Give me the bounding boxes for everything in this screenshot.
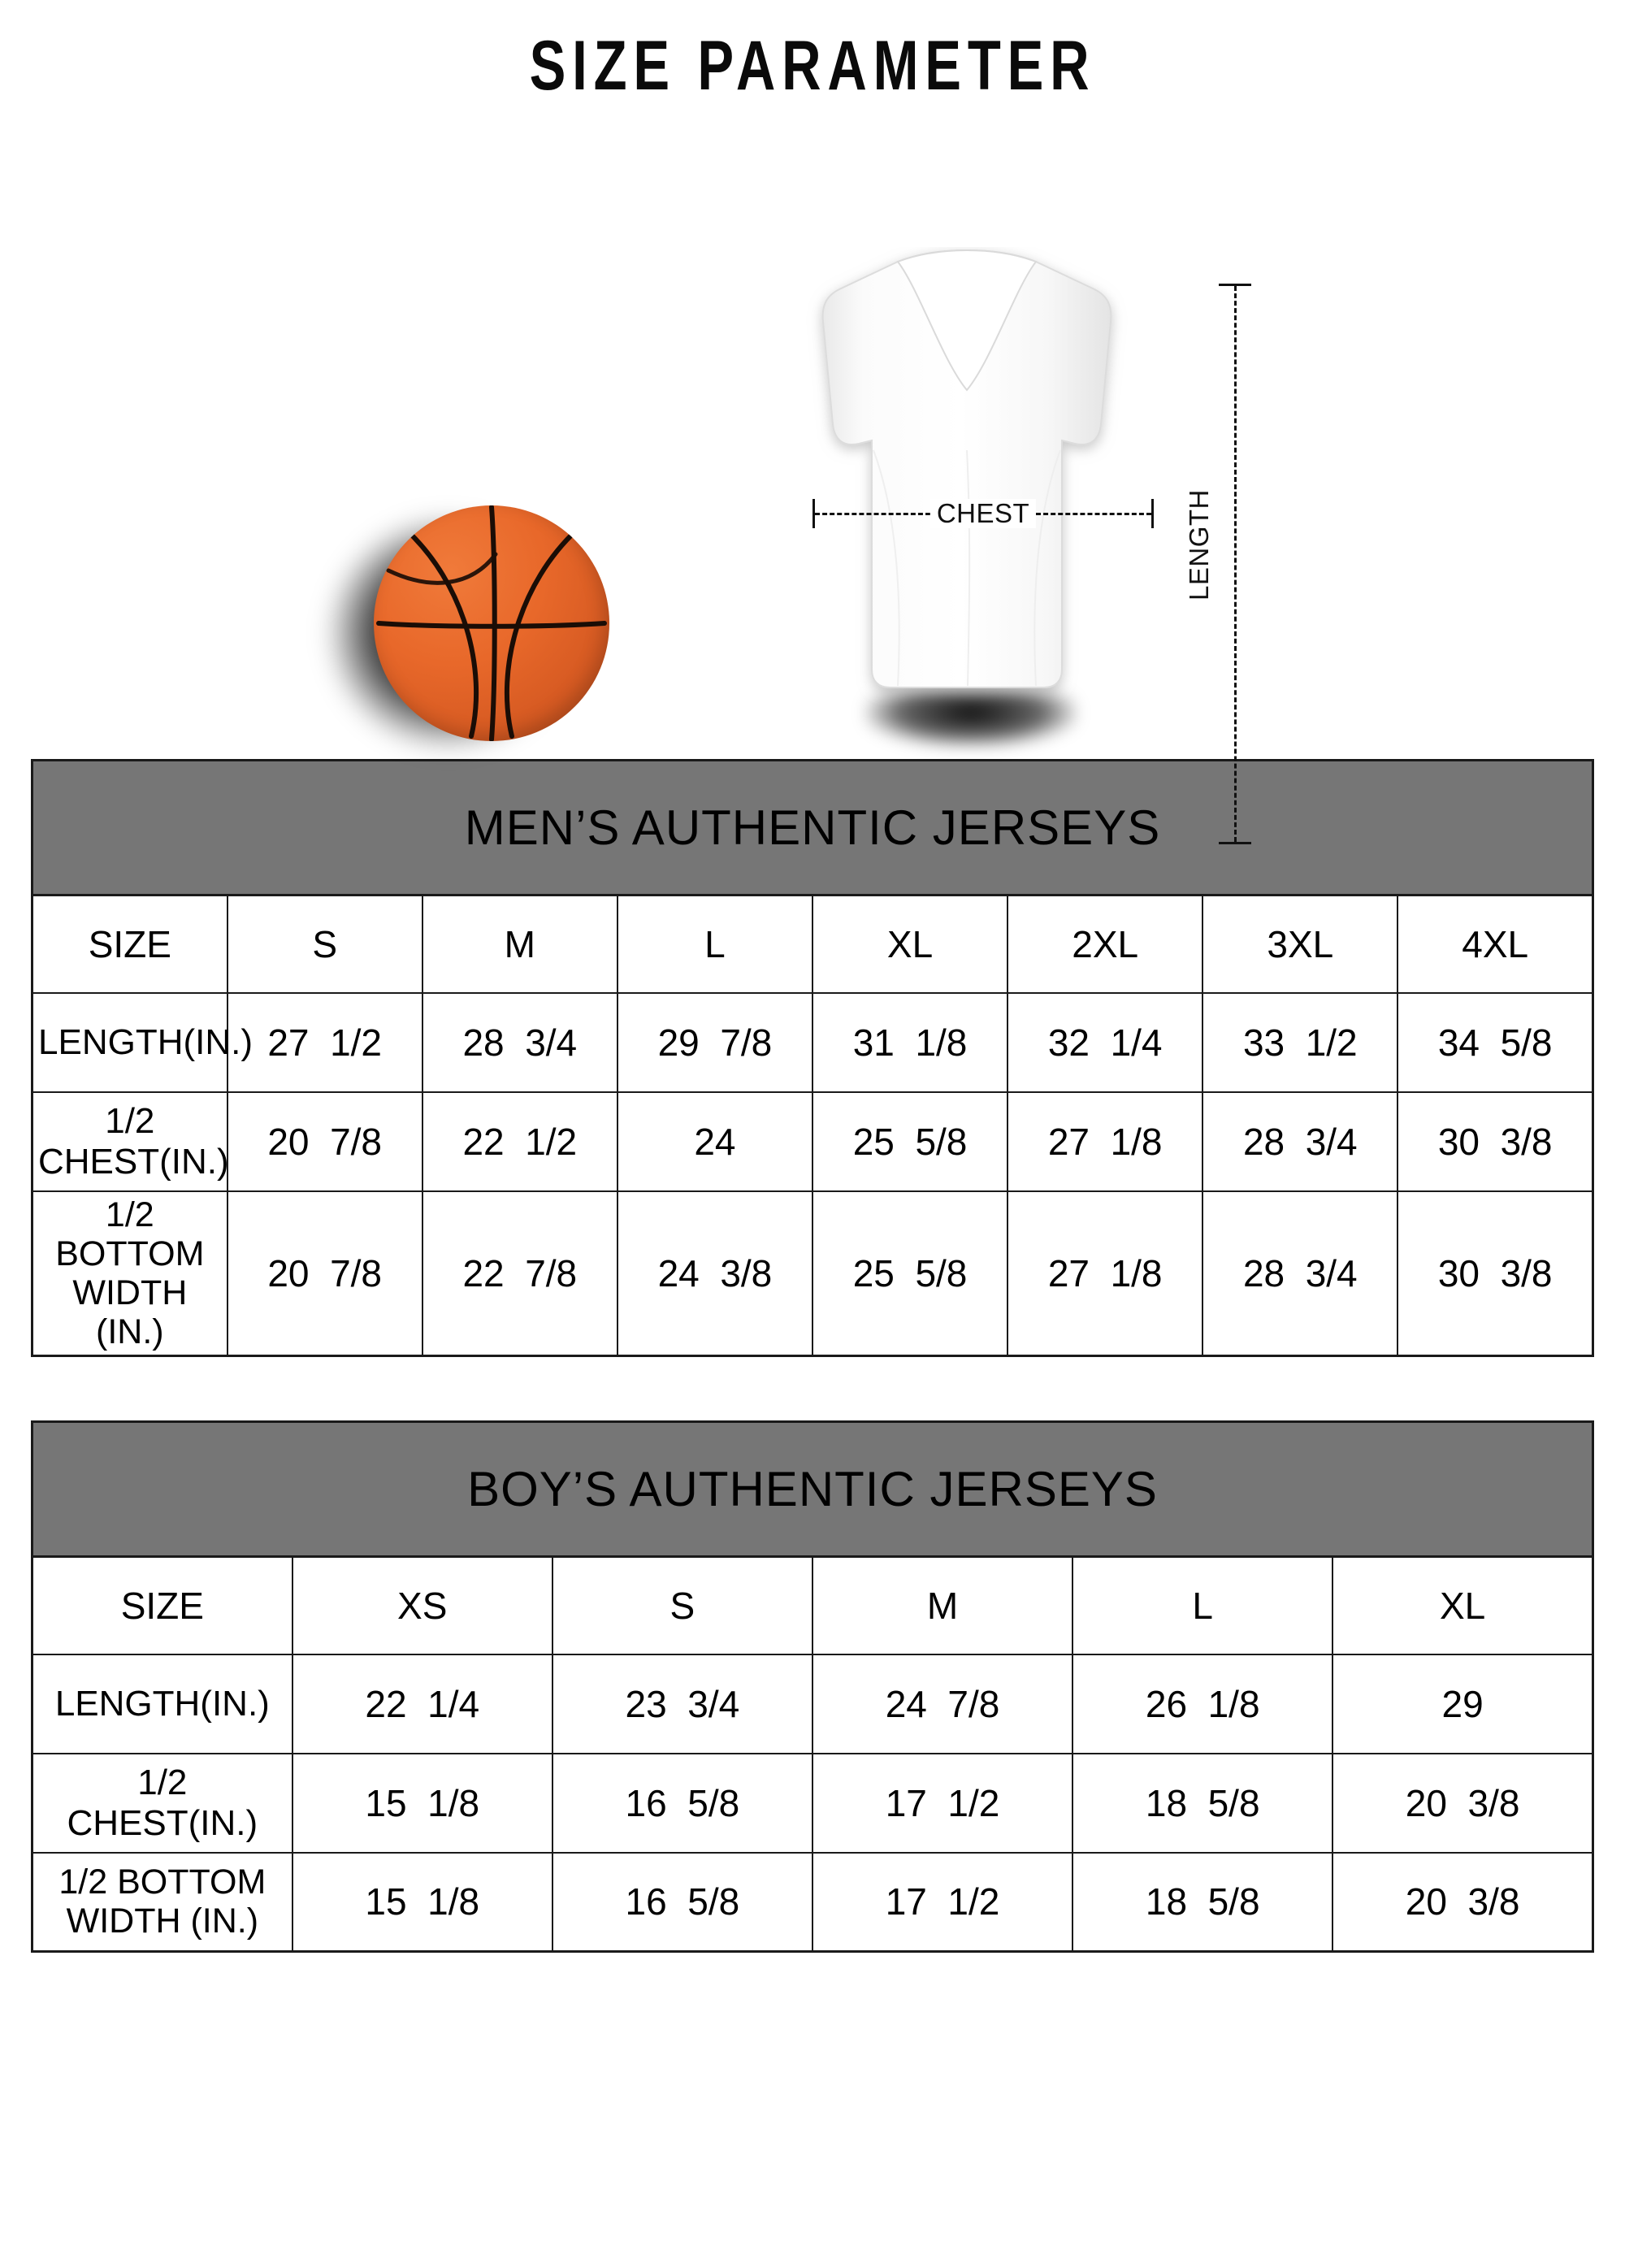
boys-length-xl: 29	[1332, 1653, 1594, 1754]
jersey-shadow	[865, 690, 1077, 747]
table-row: 1/2 CHEST(IN.) 15 1/8 16 5/8 17 1/2 18 5…	[31, 1752, 1594, 1854]
table-row: LENGTH(IN.) 22 1/4 23 3/4 24 7/8 26 1/8 …	[31, 1653, 1594, 1754]
mens-length-m: 28 3/4	[421, 991, 618, 1093]
mens-bottom-4xl: 30 3/8	[1397, 1190, 1594, 1357]
boys-column-header-xs: XS	[291, 1555, 553, 1655]
boys-column-header-l: L	[1072, 1555, 1334, 1655]
table-header-row: SIZE XS S M L XL	[31, 1555, 1594, 1655]
column-header-m: M	[421, 894, 618, 994]
column-header-s: S	[226, 894, 423, 994]
boys-row-label-half-bottom-width: 1/2 BOTTOM WIDTH (IN.)	[31, 1851, 293, 1953]
mens-chest-s: 20 7/8	[226, 1091, 423, 1192]
table-row: 1/2 CHEST(IN.) 20 7/8 22 1/2 24 25 5/8 2…	[31, 1091, 1594, 1192]
mens-table-block: MEN’S AUTHENTIC JERSEYS SIZE S M L XL 2X…	[31, 759, 1594, 1358]
boys-bottom-m: 17 1/2	[811, 1851, 1074, 1953]
column-header-4xl: 4XL	[1397, 894, 1594, 994]
jersey-icon	[821, 249, 1112, 688]
boys-column-header-s: S	[551, 1555, 813, 1655]
boys-length-m: 24 7/8	[811, 1653, 1074, 1754]
boys-chest-xl: 20 3/8	[1332, 1752, 1594, 1854]
illustration-band: CHEST LENGTH	[0, 101, 1625, 844]
mens-length-4xl: 34 5/8	[1397, 991, 1594, 1093]
table-row: 1/2 BOTTOM WIDTH (IN.) 15 1/8 16 5/8 17 …	[31, 1851, 1594, 1953]
mens-bottom-3xl: 28 3/4	[1202, 1190, 1399, 1357]
row-label-half-bottom-width: 1/2 BOTTOM WIDTH (IN.)	[31, 1190, 228, 1357]
chest-label: CHEST	[930, 499, 1037, 528]
length-label: LENGTH	[1179, 489, 1220, 601]
boys-row-label-half-chest: 1/2 CHEST(IN.)	[31, 1752, 293, 1854]
mens-table-title: MEN’S AUTHENTIC JERSEYS	[31, 759, 1594, 896]
length-cap-bottom	[1219, 842, 1251, 844]
mens-length-xl: 31 1/8	[811, 991, 1009, 1093]
boys-size-table: BOY’S AUTHENTIC JERSEYS SIZE XS S M L XL…	[31, 1420, 1594, 1954]
table-row: LENGTH(IN.) 27 1/2 28 3/4 29 7/8 31 1/8 …	[31, 991, 1594, 1093]
boys-length-xs: 22 1/4	[291, 1653, 553, 1754]
boys-bottom-l: 18 5/8	[1072, 1851, 1334, 1953]
boys-bottom-xs: 15 1/8	[291, 1851, 553, 1953]
boys-column-header-size: SIZE	[31, 1555, 293, 1655]
mens-length-l: 29 7/8	[616, 991, 814, 1093]
mens-chest-m: 22 1/2	[421, 1091, 618, 1192]
page-title: SIZE PARAMETER	[529, 27, 1096, 105]
boys-row-label-length: LENGTH(IN.)	[31, 1653, 293, 1754]
mens-size-table: MEN’S AUTHENTIC JERSEYS SIZE S M L XL 2X…	[31, 759, 1594, 1358]
boys-chest-xs: 15 1/8	[291, 1752, 553, 1854]
boys-chest-l: 18 5/8	[1072, 1752, 1334, 1854]
chest-measure-line: CHEST	[812, 499, 1154, 528]
length-cap-top	[1219, 284, 1251, 286]
boys-length-s: 23 3/4	[551, 1653, 813, 1754]
mens-chest-3xl: 28 3/4	[1202, 1091, 1399, 1192]
table-row: 1/2 BOTTOM WIDTH (IN.) 20 7/8 22 7/8 24 …	[31, 1190, 1594, 1357]
boys-column-header-m: M	[811, 1555, 1074, 1655]
mens-chest-xl: 25 5/8	[811, 1091, 1009, 1192]
table-band-row: MEN’S AUTHENTIC JERSEYS	[31, 759, 1594, 896]
column-header-size: SIZE	[31, 894, 228, 994]
row-label-half-chest: 1/2 CHEST(IN.)	[31, 1091, 229, 1192]
chest-cap-left	[812, 499, 815, 528]
table-band-row: BOY’S AUTHENTIC JERSEYS	[31, 1420, 1594, 1559]
basketball-seams-icon	[376, 505, 607, 741]
boys-table-block: BOY’S AUTHENTIC JERSEYS SIZE XS S M L XL…	[31, 1420, 1594, 1954]
basketball-icon	[374, 505, 609, 741]
boys-chest-s: 16 5/8	[551, 1752, 813, 1854]
mens-length-3xl: 33 1/2	[1202, 991, 1399, 1093]
length-measure-line: LENGTH	[1179, 284, 1251, 844]
mens-bottom-xl: 25 5/8	[811, 1190, 1009, 1357]
row-label-length: LENGTH(IN.)	[31, 991, 253, 1093]
mens-bottom-s: 20 7/8	[226, 1190, 423, 1357]
boys-length-l: 26 1/8	[1072, 1653, 1334, 1754]
chest-cap-right	[1151, 499, 1154, 528]
boys-column-header-xl: XL	[1332, 1555, 1594, 1655]
mens-bottom-m: 22 7/8	[421, 1190, 618, 1357]
mens-chest-2xl: 27 1/8	[1007, 1091, 1204, 1192]
length-dashed-line	[1234, 286, 1237, 842]
boys-bottom-xl: 20 3/8	[1332, 1851, 1594, 1953]
boys-table-title: BOY’S AUTHENTIC JERSEYS	[31, 1420, 1594, 1559]
mens-chest-l: 24	[616, 1091, 814, 1192]
mens-chest-4xl: 30 3/8	[1397, 1091, 1594, 1192]
table-header-row: SIZE S M L XL 2XL 3XL 4XL	[31, 894, 1594, 994]
mens-bottom-2xl: 27 1/8	[1007, 1190, 1204, 1357]
column-header-xl: XL	[811, 894, 1009, 994]
basketball-illustration	[325, 491, 618, 767]
column-header-l: L	[616, 894, 814, 994]
jersey-illustration	[776, 247, 1158, 767]
column-header-3xl: 3XL	[1202, 894, 1399, 994]
mens-length-s: 27 1/2	[226, 991, 423, 1093]
column-header-2xl: 2XL	[1007, 894, 1204, 994]
mens-bottom-l: 24 3/8	[616, 1190, 814, 1357]
mens-length-2xl: 32 1/4	[1007, 991, 1204, 1093]
boys-bottom-s: 16 5/8	[551, 1851, 813, 1953]
boys-chest-m: 17 1/2	[811, 1752, 1074, 1854]
